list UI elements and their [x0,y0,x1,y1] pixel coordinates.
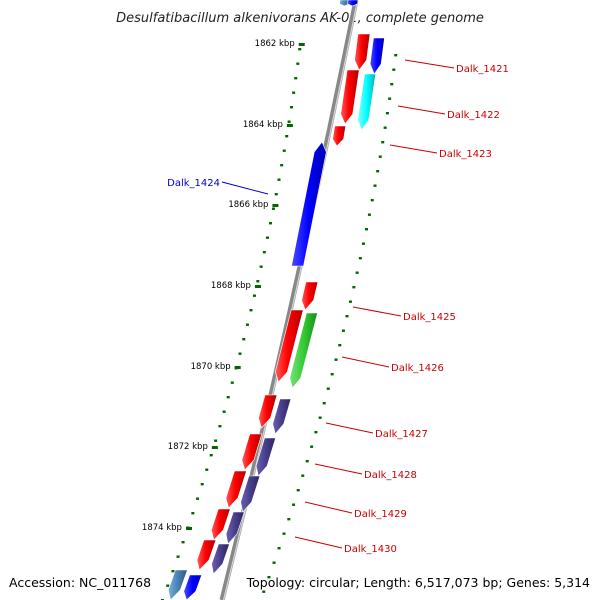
axis-tick-mark [234,366,241,369]
gene-arrow [167,569,188,600]
gene-arrow [255,437,277,477]
genome-title: Desulfatibacillum alkenivorans AK-01, co… [116,11,484,26]
gene-arrow [347,0,359,7]
gene-label[interactable]: Dalk_1421 [456,64,509,75]
axis-tick-mark [298,43,305,46]
gene-arrow [211,543,230,575]
gene-arrow [258,394,278,429]
gene-label[interactable]: Dalk_1426 [391,363,444,374]
gene-arrow [225,511,245,545]
gene-label[interactable]: Dalk_1430 [344,544,397,555]
gene-arrow [196,539,217,571]
leader-line [325,422,374,434]
axis-tick-mark [272,204,279,207]
gene-arrow [339,0,351,7]
leader-line [389,144,438,154]
axis-tick-label: 1868 kbp [211,281,251,291]
gene-features [167,0,385,600]
leader-line [314,463,363,475]
axis-tick-mark [211,446,218,449]
axis-tick-mark [185,527,192,530]
genome-summary-text: Topology: circular; Length: 6,517,073 bp… [246,575,590,590]
leader-line [352,306,402,317]
leader-line [304,501,353,514]
gene-arrow [332,125,347,147]
gene-arrow [272,398,292,435]
gene-arrow [357,73,377,131]
gene-arrow [241,433,263,471]
gene-arrow [354,33,371,71]
gene-label[interactable]: Dalk_1422 [447,110,500,121]
axis-tick-label: 1864 kbp [243,120,283,130]
axis-tick-label: 1862 kbp [255,39,295,49]
axis-tick-label: 1870 kbp [191,362,231,372]
leader-line [294,536,343,549]
gene-label[interactable]: Dalk_1429 [354,509,407,520]
gene-arrow [369,37,385,75]
gene-arrow [291,141,327,267]
gene-arrow [289,312,318,389]
gene-arrow [183,574,203,600]
gene-label[interactable]: Dalk_1428 [364,470,417,481]
leader-line [221,181,269,195]
gene-label[interactable]: Dalk_1423 [439,149,492,160]
gene-arrow [301,281,319,311]
gene-label[interactable]: Dalk_1425 [403,312,456,323]
gene-arrow [340,69,360,125]
gene-arrow [210,508,231,541]
axis-tick-mark [254,285,261,288]
gene-arrow [225,470,247,509]
gene-label[interactable]: Dalk_1424 [167,178,220,189]
leader-line [341,356,390,368]
axis-tick-label: 1872 kbp [168,442,208,452]
leader-line [404,59,455,69]
label-leader-lines [221,59,455,549]
gene-label[interactable]: Dalk_1427 [375,429,428,440]
leader-line [397,105,446,115]
axis-tick-mark [286,124,293,127]
axis-tick-label: 1874 kbp [142,523,182,533]
gene-arrow [240,475,261,513]
gene-labels: Dalk_1421 Dalk_1422 Dalk_1423 Dalk_1424 Dalk… [167,64,509,555]
axis-tick-label: 1866 kbp [228,200,268,210]
accession-text: Accession: NC_011768 [9,575,151,590]
position-marker-rings [160,48,398,600]
gene-arrow [274,309,304,383]
axis-ticks: 1862 kbp 1864 kbp 1866 kbp 1868 kbp 1870 kbp… [142,39,305,533]
